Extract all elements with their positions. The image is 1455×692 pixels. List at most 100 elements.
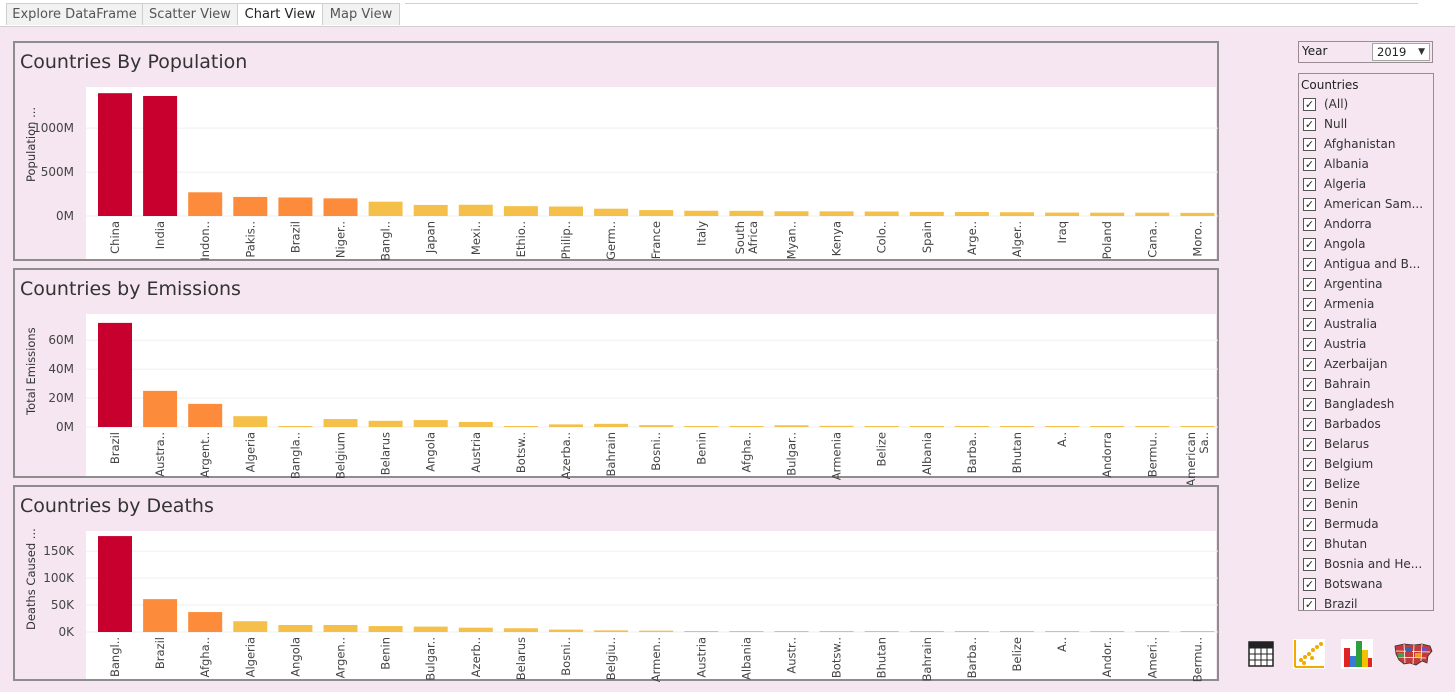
bar[interactable] <box>1180 631 1215 632</box>
bar[interactable] <box>143 390 178 427</box>
country-checkbox-item[interactable]: ✓ Bhutan <box>1303 536 1431 556</box>
crosstab-icon[interactable] <box>1242 636 1280 672</box>
checkbox-checked-icon[interactable]: ✓ <box>1303 438 1316 451</box>
bar[interactable] <box>458 421 493 427</box>
bar[interactable] <box>864 211 899 216</box>
country-checkbox-item[interactable]: ✓ Afghanistan <box>1303 136 1431 156</box>
bar[interactable] <box>729 210 764 216</box>
bar[interactable] <box>684 210 719 216</box>
bar[interactable] <box>233 196 268 216</box>
bar[interactable] <box>864 631 899 632</box>
bar[interactable] <box>819 211 854 216</box>
checkbox-checked-icon[interactable]: ✓ <box>1303 418 1316 431</box>
country-checkbox-item[interactable]: ✓ Antigua and B... <box>1303 256 1431 276</box>
bar[interactable] <box>503 628 538 632</box>
checkbox-checked-icon[interactable]: ✓ <box>1303 518 1316 531</box>
bar[interactable] <box>278 426 313 427</box>
bar[interactable] <box>188 403 223 427</box>
countries-filter[interactable]: Countries ✓ (All) ✓ Null ✓ Afghanistan ✓ Albani… <box>1298 73 1434 611</box>
bar[interactable] <box>458 204 493 216</box>
bar[interactable] <box>98 536 132 632</box>
bar[interactable] <box>278 624 313 632</box>
bar[interactable] <box>503 206 538 216</box>
checkbox-checked-icon[interactable]: ✓ <box>1303 138 1316 151</box>
checkbox-checked-icon[interactable]: ✓ <box>1303 198 1316 211</box>
bar[interactable] <box>1135 426 1170 427</box>
bar[interactable] <box>188 192 223 216</box>
bar[interactable] <box>458 627 493 632</box>
country-checkbox-item[interactable]: ✓ Bangladesh <box>1303 396 1431 416</box>
bar[interactable] <box>1135 631 1170 632</box>
checkbox-checked-icon[interactable]: ✓ <box>1303 178 1316 191</box>
bar[interactable] <box>368 626 403 632</box>
country-checkbox-item[interactable]: ✓ Algeria <box>1303 176 1431 196</box>
bar[interactable] <box>819 631 854 632</box>
bar[interactable] <box>188 612 223 632</box>
country-checkbox-item[interactable]: ✓ Albania <box>1303 156 1431 176</box>
bar[interactable] <box>594 423 629 427</box>
bar[interactable] <box>954 426 989 427</box>
bar[interactable] <box>909 426 944 427</box>
bar[interactable] <box>594 208 629 216</box>
checkbox-checked-icon[interactable]: ✓ <box>1303 298 1316 311</box>
country-checkbox-item[interactable]: ✓ Australia <box>1303 316 1431 336</box>
country-checkbox-item[interactable]: ✓ Null <box>1303 116 1431 136</box>
checkbox-checked-icon[interactable]: ✓ <box>1303 278 1316 291</box>
bar[interactable] <box>549 629 583 632</box>
checkbox-checked-icon[interactable]: ✓ <box>1303 158 1316 171</box>
bar[interactable] <box>549 424 583 427</box>
bar[interactable] <box>1000 426 1034 427</box>
bar[interactable] <box>413 626 448 632</box>
bar[interactable] <box>143 599 178 632</box>
bar[interactable] <box>1180 212 1215 216</box>
country-checkbox-item[interactable]: ✓ Belize <box>1303 476 1431 496</box>
bar[interactable] <box>1090 212 1125 216</box>
country-checkbox-item[interactable]: ✓ (All) <box>1303 96 1431 116</box>
checkbox-checked-icon[interactable]: ✓ <box>1303 558 1316 571</box>
checkbox-checked-icon[interactable]: ✓ <box>1303 358 1316 371</box>
bar[interactable] <box>684 426 719 427</box>
bar[interactable] <box>323 419 358 427</box>
country-checkbox-item[interactable]: ✓ Barbados <box>1303 416 1431 436</box>
bar[interactable] <box>368 201 403 216</box>
tab-chart-view[interactable]: Chart View <box>237 3 323 25</box>
deaths-bar-chart[interactable]: 150K 100K 50K 0K Bangl.. Brazil Afgha.. Algeria… <box>43 531 1218 682</box>
checkbox-checked-icon[interactable]: ✓ <box>1303 458 1316 471</box>
tab-explore-dataframe[interactable]: Explore DataFrame <box>6 3 143 25</box>
checkbox-checked-icon[interactable]: ✓ <box>1303 578 1316 591</box>
bar[interactable] <box>639 425 674 427</box>
bar[interactable] <box>954 631 989 632</box>
bar[interactable] <box>1000 631 1034 632</box>
bar[interactable] <box>323 624 358 632</box>
bar[interactable] <box>1045 212 1080 216</box>
bar[interactable] <box>278 197 313 216</box>
country-checkbox-item[interactable]: ✓ Brazil <box>1303 596 1431 610</box>
bar[interactable] <box>909 211 944 216</box>
bar[interactable] <box>503 426 538 427</box>
usa-map-icon[interactable] <box>1392 636 1433 672</box>
checkbox-checked-icon[interactable]: ✓ <box>1303 398 1316 411</box>
bar[interactable] <box>774 631 809 632</box>
checkbox-checked-icon[interactable]: ✓ <box>1303 538 1316 551</box>
bar[interactable] <box>549 206 583 216</box>
bar[interactable] <box>864 426 899 427</box>
bar[interactable] <box>98 93 132 216</box>
country-checkbox-item[interactable]: ✓ Armenia <box>1303 296 1431 316</box>
bar[interactable] <box>954 212 989 216</box>
bar[interactable] <box>774 425 809 427</box>
country-checkbox-item[interactable]: ✓ Angola <box>1303 236 1431 256</box>
tab-map-view[interactable]: Map View <box>322 3 400 25</box>
bar[interactable] <box>594 630 629 632</box>
country-checkbox-item[interactable]: ✓ Botswana <box>1303 576 1431 596</box>
bar[interactable] <box>1000 212 1034 216</box>
bar[interactable] <box>1090 426 1125 427</box>
year-dropdown[interactable]: 2019 ▼ <box>1372 43 1430 61</box>
emissions-bar-chart[interactable]: 60M 40M 20M 0M Brazil Austra.. Argent.. Algeria… <box>48 314 1218 487</box>
tab-scatter-view[interactable]: Scatter View <box>142 3 238 25</box>
checkbox-checked-icon[interactable]: ✓ <box>1303 238 1316 251</box>
bar[interactable] <box>819 425 854 427</box>
country-checkbox-item[interactable]: ✓ Belgium <box>1303 456 1431 476</box>
bar[interactable] <box>98 322 132 427</box>
bar[interactable] <box>233 621 268 632</box>
bar[interactable] <box>684 631 719 632</box>
